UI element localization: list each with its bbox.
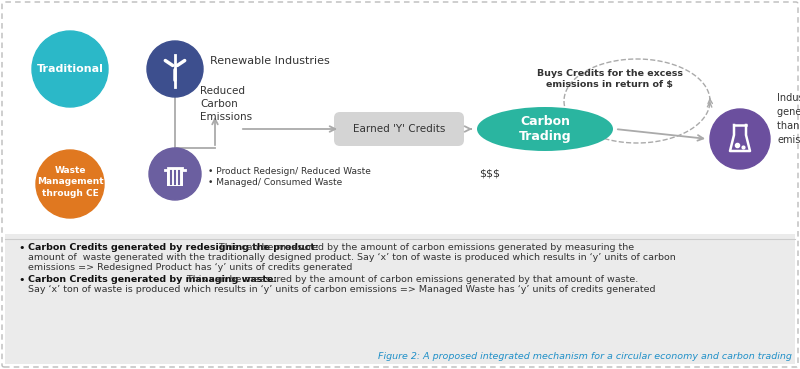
Text: Carbon Credits generated by redesigning the product:: Carbon Credits generated by redesigning … <box>28 243 318 252</box>
Text: Carbon
Trading: Carbon Trading <box>518 115 571 143</box>
Circle shape <box>149 148 201 200</box>
Text: Carbon Credits generated by managing waste:: Carbon Credits generated by managing was… <box>28 275 277 284</box>
Text: $$$: $$$ <box>479 169 501 179</box>
Text: Earned 'Y' Credits: Earned 'Y' Credits <box>353 124 445 134</box>
Text: Industries
generating more
than capped
emissions: Industries generating more than capped e… <box>777 93 800 145</box>
Text: • Product Redesign/ Reduced Waste
• Managed/ Consumed Waste: • Product Redesign/ Reduced Waste • Mana… <box>208 166 371 187</box>
Ellipse shape <box>477 107 613 151</box>
Text: Traditional: Traditional <box>37 64 103 74</box>
Text: Renewable Industries: Renewable Industries <box>210 56 330 66</box>
Circle shape <box>710 109 770 169</box>
Text: •: • <box>18 275 25 285</box>
Text: Buys Credits for the excess
emissions in return of $: Buys Credits for the excess emissions in… <box>537 69 683 89</box>
Text: This can be measured by the amount of carbon emissions generated by measuring th: This can be measured by the amount of ca… <box>216 243 634 252</box>
Circle shape <box>36 150 104 218</box>
Text: Figure 2: A proposed integrated mechanism for a circular economy and carbon trad: Figure 2: A proposed integrated mechanis… <box>378 352 792 361</box>
Bar <box>5 234 795 364</box>
Text: •: • <box>18 243 25 253</box>
Text: emissions => Redesigned Product has ‘y’ units of credits generated: emissions => Redesigned Product has ‘y’ … <box>28 263 352 272</box>
Text: Say ‘x’ ton of waste is produced which results in ‘y’ units of carbon emissions : Say ‘x’ ton of waste is produced which r… <box>28 285 655 294</box>
Text: Waste
Management
through CE: Waste Management through CE <box>37 166 103 198</box>
Text: This can be measured by the amount of carbon emissions generated by that amount : This can be measured by the amount of ca… <box>184 275 638 284</box>
Circle shape <box>147 41 203 97</box>
Circle shape <box>32 31 108 107</box>
FancyBboxPatch shape <box>334 112 464 146</box>
FancyBboxPatch shape <box>167 171 183 186</box>
Text: amount of  waste generated with the traditionally designed product. Say ‘x’ ton : amount of waste generated with the tradi… <box>28 253 676 262</box>
Text: Reduced
Carbon
Emissions: Reduced Carbon Emissions <box>200 86 252 122</box>
